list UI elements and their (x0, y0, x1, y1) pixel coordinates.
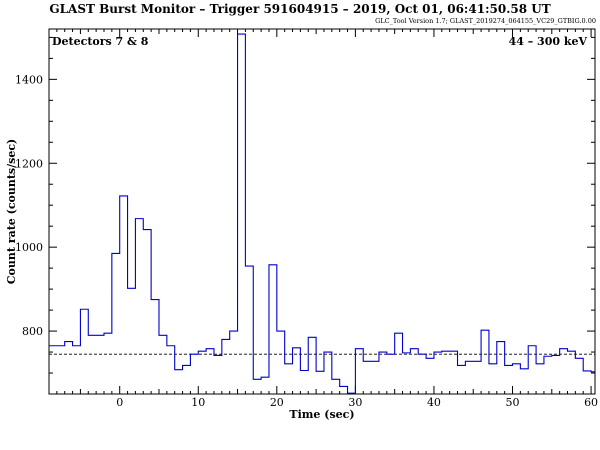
chart-subtitle: GLC_Tool Version 1.7; GLAST_2019274_0641… (375, 17, 596, 25)
x-tick-label: 50 (506, 396, 520, 409)
y-axis: 800 1000 1200 1400 (15, 36, 595, 395)
x-tick-label: 0 (116, 396, 123, 409)
y-tick-label: 1000 (15, 241, 43, 254)
chart-title: GLAST Burst Monitor – Trigger 591604915 … (49, 2, 551, 16)
energy-range-label: 44 – 300 keV (509, 35, 588, 48)
x-tick-label: 60 (584, 396, 598, 409)
plot-frame (48, 28, 596, 395)
detectors-label: Detectors 7 & 8 (52, 35, 149, 48)
count-rate-series (49, 33, 595, 394)
y-tick-label: 1200 (15, 157, 43, 170)
x-tick-label: 10 (191, 396, 205, 409)
x-axis: 0 10 20 30 40 50 60 (48, 29, 598, 409)
x-tick-label: 30 (348, 396, 362, 409)
y-tick-label: 1400 (15, 73, 43, 86)
y-axis-label: Count rate (counts/sec) (5, 139, 18, 284)
y-tick-label: 800 (22, 325, 43, 338)
x-tick-label: 20 (270, 396, 284, 409)
x-tick-label: 40 (427, 396, 441, 409)
x-axis-label: Time (sec) (289, 408, 354, 421)
